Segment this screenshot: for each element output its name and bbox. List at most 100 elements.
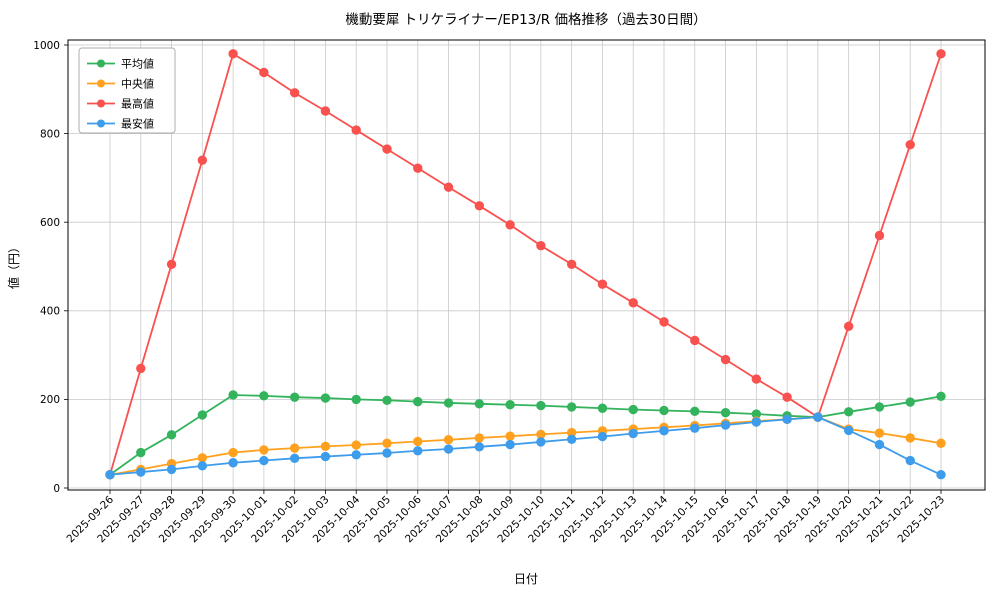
legend-marker-dot xyxy=(97,59,105,68)
data-point xyxy=(566,402,577,412)
data-point xyxy=(597,279,608,289)
data-point xyxy=(628,428,638,439)
data-point xyxy=(936,470,946,480)
data-point xyxy=(536,400,546,411)
y-tick-label: 400 xyxy=(40,306,60,318)
data-point xyxy=(382,438,392,448)
data-point xyxy=(690,423,700,433)
data-point xyxy=(782,414,792,425)
y-axis-label: 値（円） xyxy=(6,241,21,289)
data-point xyxy=(443,182,454,192)
data-point xyxy=(751,374,762,384)
data-point xyxy=(566,434,577,444)
data-point xyxy=(690,406,700,417)
data-point xyxy=(443,435,454,445)
data-point xyxy=(813,412,823,422)
data-point xyxy=(843,407,854,417)
y-tick-label: 800 xyxy=(40,128,60,140)
data-point xyxy=(566,259,577,269)
data-point xyxy=(874,439,885,450)
data-point xyxy=(197,155,208,165)
data-point xyxy=(874,402,885,412)
data-point xyxy=(259,445,269,455)
legend-item: 最安値 xyxy=(87,116,154,130)
data-point xyxy=(505,439,515,450)
legend-label: 平均値 xyxy=(121,57,154,70)
data-point xyxy=(351,394,361,405)
data-point xyxy=(905,433,915,443)
data-point xyxy=(936,438,946,448)
data-point xyxy=(228,49,238,59)
data-point xyxy=(474,201,485,211)
data-point xyxy=(782,392,792,402)
data-point xyxy=(136,447,146,458)
data-point xyxy=(505,400,515,410)
data-point xyxy=(751,417,762,427)
y-tick-label: 1000 xyxy=(33,40,60,52)
data-point xyxy=(228,458,238,468)
data-point xyxy=(351,450,361,460)
series-line-最安値 xyxy=(109,416,942,476)
data-point xyxy=(628,404,638,415)
data-point xyxy=(105,470,115,480)
data-point xyxy=(166,464,177,475)
data-point xyxy=(905,397,915,407)
data-point xyxy=(382,448,392,458)
legend-item: 中央値 xyxy=(87,77,154,90)
data-point xyxy=(382,144,392,154)
data-point xyxy=(720,354,731,365)
data-point xyxy=(843,321,854,332)
data-point xyxy=(413,446,423,456)
data-point xyxy=(259,455,269,466)
data-point xyxy=(536,240,546,251)
data-point xyxy=(136,467,146,477)
data-point xyxy=(320,393,331,403)
data-point xyxy=(628,298,638,308)
data-point xyxy=(505,431,515,441)
data-point xyxy=(166,259,177,269)
data-point xyxy=(474,433,485,443)
data-point xyxy=(136,363,146,374)
data-point xyxy=(413,163,423,173)
data-point xyxy=(320,451,331,462)
legend-label: 中央値 xyxy=(121,77,154,90)
legend-marker-dot xyxy=(97,119,105,128)
data-point xyxy=(936,391,946,401)
data-point xyxy=(289,443,300,453)
data-point xyxy=(720,407,731,418)
data-point xyxy=(351,440,361,450)
data-point xyxy=(690,335,700,346)
legend-item: 最高値 xyxy=(87,96,154,110)
legend-label: 最高値 xyxy=(121,96,154,110)
data-point xyxy=(289,88,300,98)
data-point xyxy=(443,444,454,454)
data-point xyxy=(659,317,669,327)
data-point xyxy=(289,392,300,402)
data-point xyxy=(166,430,177,440)
legend-item: 平均値 xyxy=(87,57,154,70)
data-point xyxy=(597,431,608,442)
data-point xyxy=(905,455,915,466)
data-point xyxy=(197,410,208,420)
data-point xyxy=(874,230,885,241)
data-point xyxy=(874,428,885,438)
y-tick-label: 600 xyxy=(40,217,60,229)
data-point xyxy=(228,447,238,458)
x-axis-label: 日付 xyxy=(514,572,538,586)
data-point xyxy=(905,139,915,150)
data-point xyxy=(259,67,269,78)
series-line-平均値 xyxy=(109,394,942,476)
data-point xyxy=(474,399,485,409)
data-point xyxy=(659,405,669,416)
data-point xyxy=(413,396,423,407)
data-point xyxy=(597,403,608,413)
legend-marker-dot xyxy=(97,99,105,108)
data-point xyxy=(936,49,946,59)
legend-marker-dot xyxy=(97,79,105,88)
data-point xyxy=(843,425,854,436)
y-tick-label: 0 xyxy=(53,483,60,495)
grid-lines xyxy=(68,40,985,490)
